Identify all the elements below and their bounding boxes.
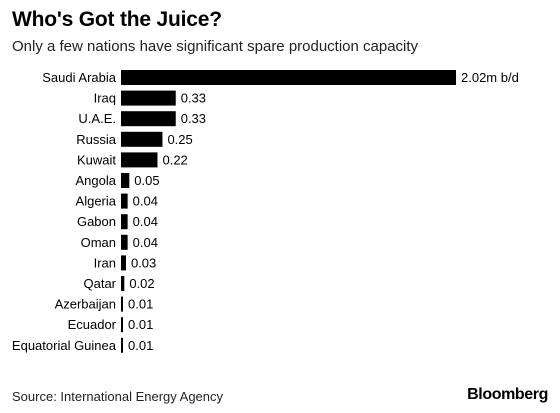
bar	[121, 90, 176, 106]
value-label: 0.03	[131, 255, 156, 270]
bar	[121, 131, 163, 147]
bar	[121, 276, 125, 291]
bar	[121, 214, 128, 230]
bloomberg-logo: Bloomberg	[467, 386, 548, 403]
category-label: Qatar	[83, 276, 116, 291]
category-label: Azerbaijan	[55, 297, 116, 312]
bar	[121, 317, 123, 333]
source-note: Source: International Energy Agency	[12, 389, 224, 404]
value-label: 0.22	[162, 152, 187, 167]
value-label: 0.01	[128, 297, 153, 312]
category-label: Russia	[76, 132, 117, 147]
bar	[121, 111, 176, 127]
category-label: Oman	[81, 235, 116, 250]
category-label: U.A.E.	[78, 111, 116, 126]
category-label: Algeria	[76, 194, 117, 209]
value-label: 0.04	[133, 214, 158, 229]
chart-title: Who's Got the Juice?	[12, 8, 222, 31]
bar	[121, 337, 123, 353]
chart-subtitle: Only a few nations have significant spar…	[12, 38, 419, 55]
bar	[121, 152, 158, 168]
bar	[121, 296, 123, 312]
bar	[121, 70, 456, 85]
value-label: 0.01	[128, 317, 153, 332]
value-label: 0.05	[134, 173, 159, 188]
category-label: Kuwait	[77, 152, 116, 167]
value-label: 2.02m b/d	[461, 70, 519, 85]
bar	[121, 234, 128, 250]
category-label: Angola	[76, 173, 117, 188]
category-label: Gabon	[77, 214, 116, 229]
value-label: 0.02	[129, 276, 154, 291]
value-label: 0.04	[133, 194, 158, 209]
category-label: Equatorial Guinea	[12, 338, 117, 353]
category-label: Saudi Arabia	[42, 70, 116, 85]
bar-chart: Saudi Arabia 2.02m b/d Iraq 0.33 U.A.E. 0.33 R…	[12, 70, 519, 353]
value-label: 0.33	[181, 91, 206, 106]
bar	[121, 255, 126, 271]
value-label: 0.25	[167, 132, 192, 147]
value-label: 0.04	[133, 235, 158, 250]
category-label: Iran	[94, 255, 116, 270]
category-label: Ecuador	[68, 317, 117, 332]
bar	[121, 173, 130, 188]
value-label: 0.33	[181, 111, 206, 126]
bar	[121, 193, 128, 209]
value-label: 0.01	[128, 338, 153, 353]
category-label: Iraq	[94, 91, 116, 106]
